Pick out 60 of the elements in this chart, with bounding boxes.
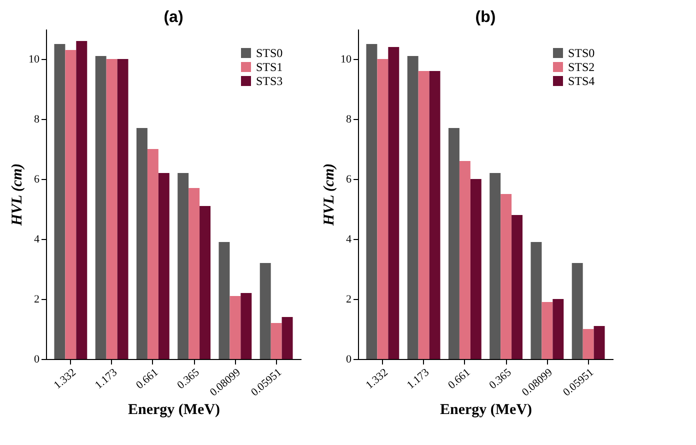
y-tick-label: 8 — [34, 114, 40, 126]
legend-label: STS3 — [256, 74, 283, 88]
y-tick-label: 0 — [346, 354, 352, 366]
bar — [542, 302, 553, 359]
bar — [582, 329, 594, 359]
bar — [65, 50, 76, 359]
bar — [117, 59, 128, 359]
y-axis-title: HVL (cm) — [322, 163, 338, 227]
y-tick-label: 4 — [346, 234, 352, 246]
chart-title: (b) — [475, 9, 496, 26]
bar — [448, 128, 460, 359]
y-tick-label: 8 — [346, 114, 352, 126]
bar — [218, 242, 230, 359]
bar — [188, 188, 200, 359]
bar — [95, 56, 106, 359]
bar — [54, 44, 66, 359]
bar — [366, 44, 378, 359]
bar — [388, 47, 400, 359]
y-tick-label: 0 — [34, 354, 40, 366]
bar — [572, 263, 583, 359]
bar — [552, 299, 564, 359]
x-axis-title: Energy (MeV) — [440, 402, 532, 418]
y-tick-label: 6 — [34, 174, 40, 186]
legend-label: STS4 — [568, 74, 595, 88]
bar — [230, 296, 241, 359]
y-tick-label: 6 — [346, 174, 352, 186]
legend-label: STS1 — [256, 60, 283, 74]
bar — [459, 161, 470, 359]
legend-label: STS2 — [568, 60, 595, 74]
bar — [158, 173, 170, 359]
bar — [260, 263, 271, 359]
bar — [200, 206, 211, 359]
y-axis-title: HVL (cm) — [10, 163, 26, 227]
x-axis-title: Energy (MeV) — [128, 402, 220, 418]
bar — [147, 149, 158, 359]
y-tick-label: 10 — [340, 54, 352, 66]
bar — [407, 56, 418, 359]
legend-label: STS0 — [256, 46, 283, 60]
bar — [500, 194, 512, 359]
bar — [530, 242, 542, 359]
bar — [136, 128, 148, 359]
bar — [178, 173, 189, 359]
bar — [106, 59, 118, 359]
y-tick-label: 2 — [34, 294, 40, 306]
bar — [76, 41, 88, 359]
bar — [470, 179, 482, 359]
bar — [594, 326, 605, 359]
bar — [240, 293, 252, 359]
bar — [377, 59, 388, 359]
y-tick-label: 4 — [34, 234, 40, 246]
bar — [429, 71, 440, 359]
bar — [418, 71, 430, 359]
y-tick-label: 2 — [346, 294, 352, 306]
bar — [270, 323, 282, 359]
bar — [490, 173, 501, 359]
y-tick-label: 10 — [28, 54, 40, 66]
bar — [512, 215, 523, 359]
bar — [282, 317, 293, 359]
legend-label: STS0 — [568, 46, 595, 60]
chart-title: (a) — [164, 9, 184, 26]
